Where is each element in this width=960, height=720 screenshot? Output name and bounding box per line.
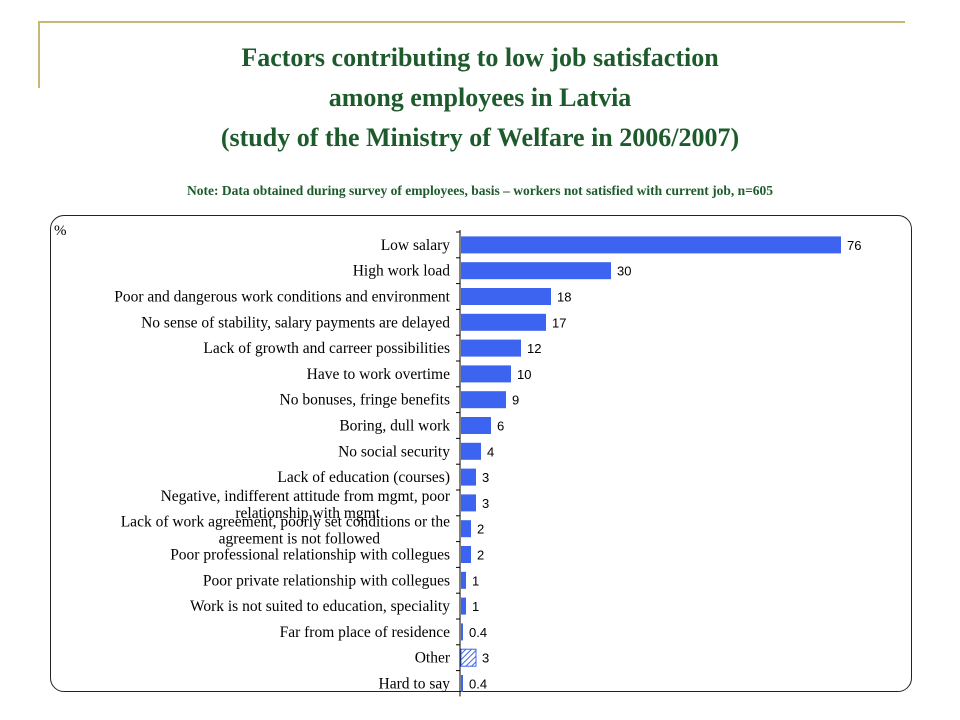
category-label-16: Other	[415, 650, 451, 667]
category-label-9: Lack of education (courses)	[277, 469, 450, 486]
survey-note: Note: Data obtained during survey of emp…	[186, 183, 774, 198]
data-label-15: 0.4	[469, 625, 487, 640]
bar-11	[461, 520, 471, 538]
bar-6	[461, 391, 506, 409]
data-label-16: 3	[482, 651, 489, 666]
bar-14	[461, 597, 466, 615]
unit-label: %	[54, 223, 67, 239]
bar-5	[461, 365, 511, 383]
data-label-3: 17	[552, 315, 566, 330]
data-label-11: 2	[477, 522, 484, 537]
category-label-11: Lack of work agreement, poorly set condi…	[121, 514, 450, 548]
bar-4	[461, 339, 521, 357]
data-label-14: 1	[472, 599, 479, 614]
title-line: among employees in Latvia	[328, 83, 632, 112]
data-label-4: 12	[527, 341, 541, 356]
decorative-left-rule	[38, 21, 40, 88]
data-label-7: 6	[497, 419, 504, 434]
data-label-5: 10	[517, 367, 531, 382]
category-label-17: Hard to say	[379, 676, 451, 693]
bar-1	[461, 262, 611, 280]
data-label-12: 2	[477, 548, 484, 563]
bar-8	[461, 442, 481, 460]
title-line: Factors contributing to low job satisfac…	[241, 43, 719, 72]
category-label-4: Lack of growth and carreer possibilities	[203, 340, 450, 357]
bar-12	[461, 546, 471, 563]
category-label-0: Low salary	[381, 237, 451, 254]
category-label-15: Far from place of residence	[280, 624, 451, 641]
data-label-0: 76	[847, 238, 861, 253]
bar-16	[460, 648, 477, 667]
bar-15	[461, 623, 463, 641]
slide-title: Factors contributing to low job satisfac…	[60, 38, 900, 158]
title-line: (study of the Ministry of Welfare in 200…	[220, 123, 740, 152]
category-label-8: No social security	[338, 443, 450, 460]
category-label-14: Work is not suited to education, special…	[190, 598, 450, 615]
bar-7	[461, 417, 491, 434]
bar-9	[461, 468, 476, 486]
category-label-10: Negative, indifferent attitude from mgmt…	[161, 488, 451, 522]
category-label-6: No bonuses, fringe benefits	[280, 392, 450, 409]
data-label-10: 3	[482, 496, 489, 511]
bar-13	[461, 571, 466, 589]
data-label-1: 30	[617, 264, 631, 279]
data-label-17: 0.4	[469, 677, 487, 692]
category-label-12: Poor professional relationship with coll…	[170, 547, 450, 564]
data-label-13: 1	[472, 573, 479, 588]
data-label-9: 3	[482, 470, 489, 485]
category-label-13: Poor private relationship with collegues	[203, 572, 450, 589]
category-label-2: Poor and dangerous work conditions and e…	[114, 289, 450, 306]
data-label-2: 18	[557, 290, 571, 305]
bar-0	[461, 236, 841, 254]
data-label-6: 9	[512, 393, 519, 408]
bar-10	[461, 494, 476, 512]
bar-17	[461, 675, 463, 692]
category-label-1: High work load	[353, 263, 451, 280]
category-label-3: No sense of stability, salary payments a…	[141, 314, 450, 331]
category-label-5: Have to work overtime	[307, 366, 450, 383]
bar-3	[461, 313, 546, 331]
decorative-top-rule	[40, 21, 905, 23]
bar-2	[461, 288, 551, 305]
category-label-7: Boring, dull work	[339, 418, 450, 435]
data-label-8: 4	[487, 444, 494, 459]
